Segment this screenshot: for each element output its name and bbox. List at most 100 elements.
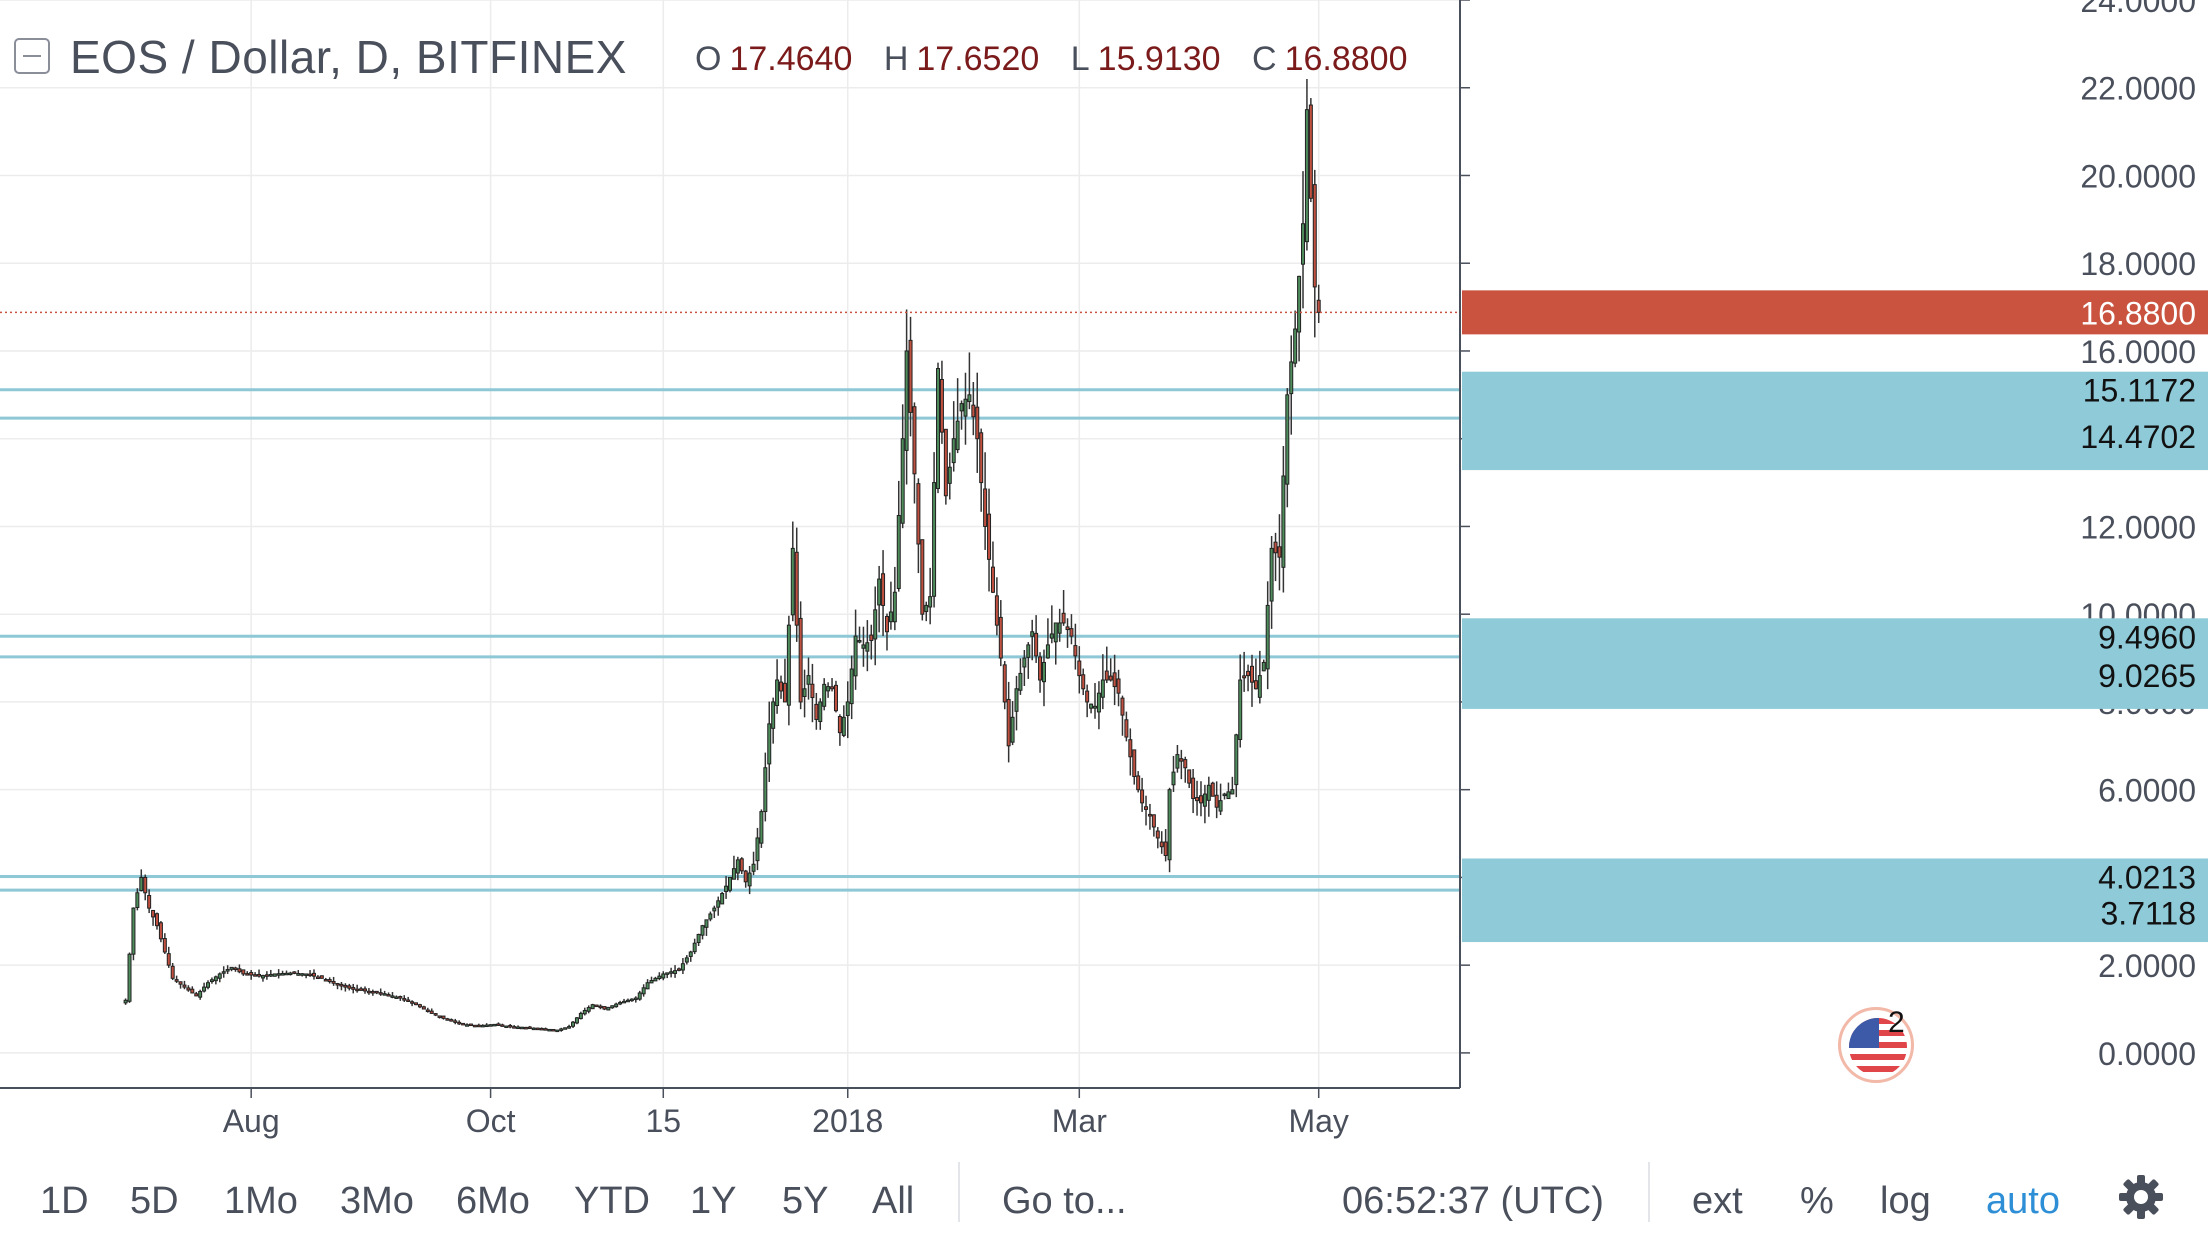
candle-body — [1132, 749, 1137, 778]
last-price-label: 16.8800 — [2080, 295, 2196, 331]
candle-body — [724, 885, 729, 893]
x-axis-tick-labels: Aug Oct 15 2018 Mar May — [223, 1103, 1349, 1139]
level-label-box — [1462, 618, 2208, 709]
range-ytd-button[interactable]: YTD — [574, 1180, 650, 1222]
y-tick-label: 2.0000 — [2098, 948, 2196, 984]
percent-toggle[interactable]: % — [1800, 1180, 1834, 1222]
candle-body — [476, 1024, 481, 1028]
candle-body — [594, 1004, 599, 1008]
open-value: 17.4640 — [729, 40, 853, 78]
candle-body — [1163, 841, 1168, 856]
candle-body — [551, 1028, 556, 1032]
candle-body — [731, 868, 736, 880]
candle-body — [622, 1000, 627, 1004]
candle-body — [574, 1017, 579, 1024]
candle-body — [1018, 672, 1023, 691]
y-tick-label: 6.0000 — [2098, 773, 2196, 809]
gear-icon[interactable] — [2118, 1174, 2164, 1220]
candle-body — [841, 716, 846, 736]
candle-body — [504, 1025, 509, 1029]
candle-body — [249, 972, 254, 976]
y-tick-label: 20.0000 — [2080, 158, 2196, 194]
last-price-label: 16.8800 — [1462, 290, 2208, 335]
candle-body — [755, 837, 760, 862]
candle-body — [704, 919, 709, 928]
candle-body — [465, 1024, 470, 1027]
auto-toggle[interactable]: auto — [1986, 1180, 2060, 1222]
candle-body — [798, 617, 803, 703]
candle-body — [790, 547, 795, 616]
range-5y-button[interactable]: 5Y — [782, 1180, 829, 1222]
candle-body — [535, 1027, 540, 1031]
candle-body — [225, 969, 230, 972]
candle-body — [315, 976, 320, 980]
candle-body — [1144, 806, 1149, 810]
candle-body — [123, 999, 128, 1004]
candle-body — [202, 986, 207, 992]
range-3mo-button[interactable]: 3Mo — [340, 1180, 414, 1222]
candle-body — [810, 683, 815, 699]
candle-body — [461, 1022, 466, 1026]
price-chart[interactable]: 0.00002.00004.00006.00008.000010.000012.… — [0, 0, 2208, 1160]
candle-body — [1238, 679, 1243, 740]
candle-body — [1293, 328, 1298, 364]
utc-clock[interactable]: 06:52:37 (UTC) — [1342, 1180, 1604, 1222]
range-1y-button[interactable]: 1Y — [690, 1180, 737, 1222]
vertical-gridlines — [250, 0, 1320, 1088]
candle-body — [653, 977, 658, 982]
candle-body — [386, 994, 391, 997]
candle-body — [139, 876, 144, 892]
candle-body — [1045, 644, 1050, 659]
candle-body — [260, 975, 265, 979]
level-label: 15.1172 — [2083, 373, 2196, 409]
candle-body — [786, 624, 791, 706]
candle-body — [975, 406, 980, 440]
candle-body — [1026, 644, 1031, 658]
candle-body — [802, 688, 807, 697]
candle-body — [1038, 656, 1043, 681]
ext-toggle[interactable]: ext — [1692, 1180, 1743, 1222]
candle-body — [751, 863, 756, 872]
candle-body — [186, 987, 191, 991]
range-6mo-button[interactable]: 6Mo — [456, 1180, 530, 1222]
candle-body — [586, 1007, 591, 1012]
candle-body — [331, 980, 336, 984]
range-1mo-button[interactable]: 1Mo — [224, 1180, 298, 1222]
candle-body — [947, 466, 952, 484]
us-flag-events-icon[interactable] — [1838, 1007, 1914, 1083]
candle-body — [932, 482, 937, 597]
log-toggle[interactable]: log — [1880, 1180, 1931, 1222]
candle-body — [1210, 782, 1215, 797]
candle-body — [1304, 109, 1309, 243]
candle-body — [951, 438, 956, 464]
candle-body — [158, 922, 163, 940]
candle-body — [559, 1028, 564, 1031]
collapse-legend-button[interactable] — [14, 38, 50, 74]
candle-body — [335, 983, 340, 986]
candle-body — [716, 900, 721, 908]
range-1d-button[interactable]: 1D — [40, 1180, 89, 1222]
candle-body — [370, 990, 375, 994]
toolbar-separator — [958, 1162, 960, 1222]
candle-body — [1261, 661, 1266, 672]
go-to-button[interactable]: Go to... — [1002, 1180, 1127, 1222]
horizontal-gridlines — [0, 0, 1460, 1054]
range-5d-button[interactable]: 5D — [130, 1180, 179, 1222]
candle-body — [1147, 813, 1152, 817]
candle-body — [437, 1015, 442, 1018]
candle-body — [739, 858, 744, 872]
range-all-button[interactable]: All — [872, 1180, 915, 1222]
candle-body — [782, 682, 787, 703]
candle-body — [661, 973, 666, 979]
candle-body — [637, 992, 642, 1000]
candle-body — [1041, 661, 1046, 683]
candle-body — [304, 973, 309, 976]
candle-body — [657, 975, 662, 980]
candle-body — [417, 1004, 422, 1008]
support-resistance-levels — [0, 388, 1460, 892]
candle-body — [425, 1009, 430, 1012]
candle-body — [908, 339, 913, 413]
candle-body — [378, 992, 383, 995]
candle-body — [735, 859, 740, 874]
candle-body — [641, 987, 646, 995]
